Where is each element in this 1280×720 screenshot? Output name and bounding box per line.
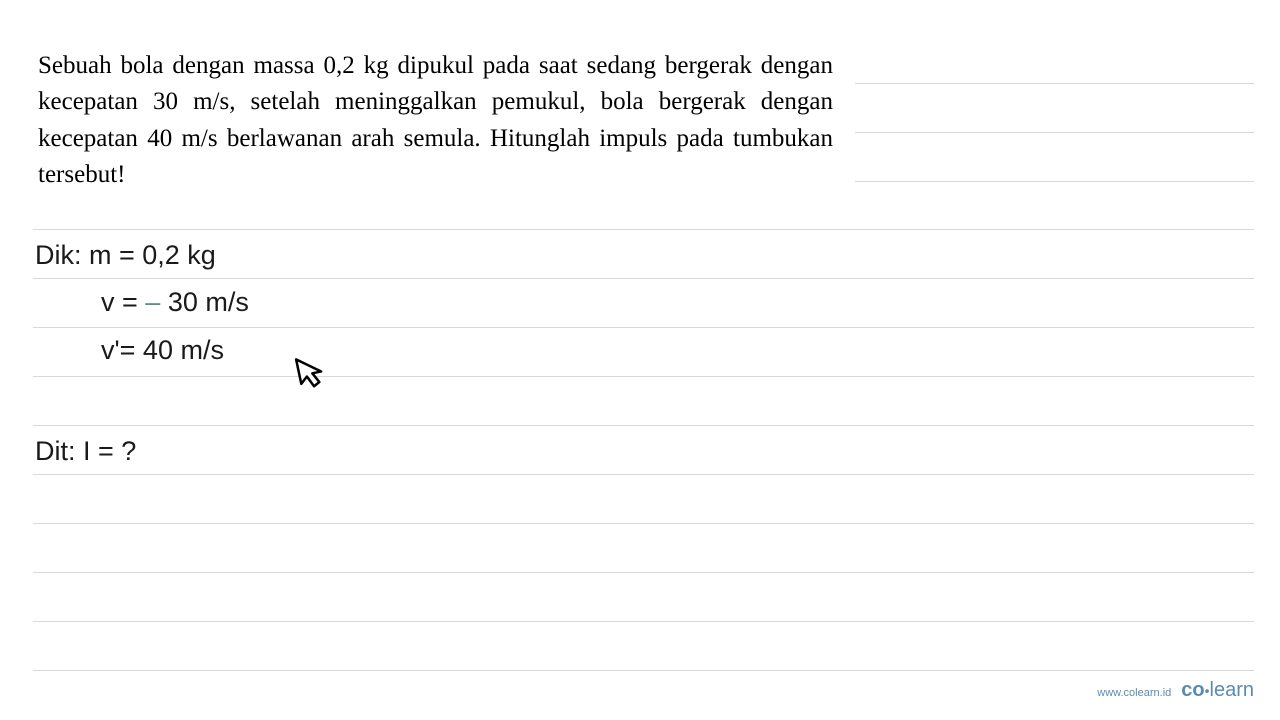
given-velocity-prime: v'= 40 m/s xyxy=(101,335,224,366)
logo-co: co xyxy=(1181,679,1204,701)
ruled-line xyxy=(855,132,1254,133)
ruled-line xyxy=(33,327,1254,328)
minus-sign: – xyxy=(145,287,160,317)
v-prefix: v = xyxy=(101,287,145,317)
asked-impulse: Dit: I = ? xyxy=(35,436,136,467)
ruled-line xyxy=(855,181,1254,182)
cursor-icon xyxy=(294,354,334,394)
ruled-line xyxy=(33,670,1254,671)
footer: www.colearn.id co•learn xyxy=(1097,679,1254,702)
ruled-line xyxy=(33,621,1254,622)
given-mass: Dik: m = 0,2 kg xyxy=(35,240,216,271)
ruled-line xyxy=(33,376,1254,377)
ruled-line xyxy=(33,278,1254,279)
ruled-line xyxy=(33,572,1254,573)
ruled-line xyxy=(855,83,1254,84)
ruled-line xyxy=(33,425,1254,426)
ruled-line xyxy=(33,523,1254,524)
v-suffix: 30 m/s xyxy=(160,287,249,317)
problem-statement: Sebuah bola dengan massa 0,2 kg dipukul … xyxy=(38,48,833,193)
footer-logo: co•learn xyxy=(1181,679,1254,702)
logo-learn: learn xyxy=(1210,679,1254,701)
ruled-line xyxy=(33,474,1254,475)
given-velocity: v = – 30 m/s xyxy=(101,287,249,318)
footer-url: www.colearn.id xyxy=(1097,687,1171,699)
ruled-line xyxy=(33,229,1254,230)
